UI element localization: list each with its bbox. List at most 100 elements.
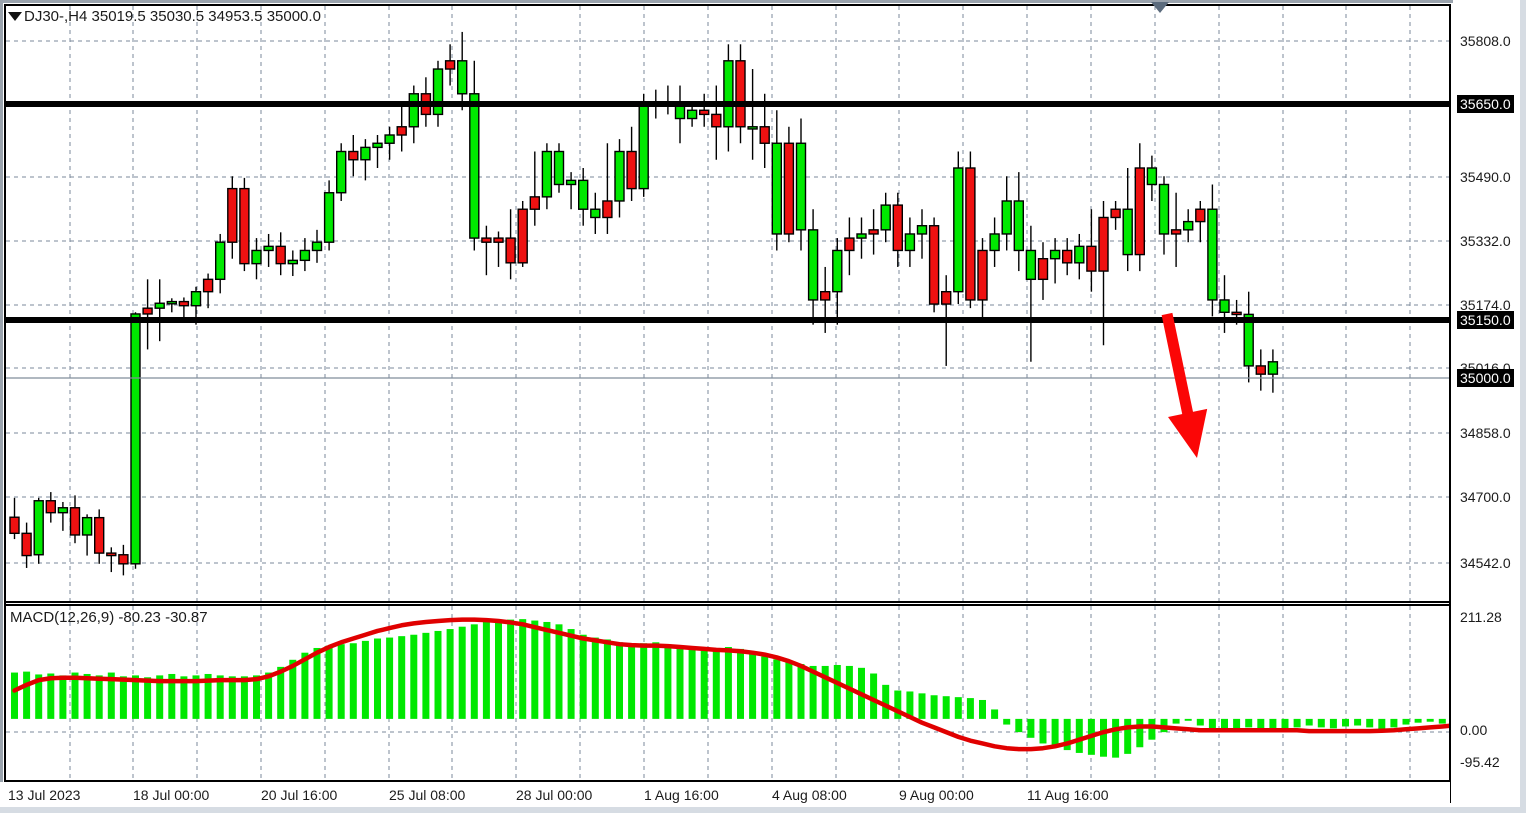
macd-bar (870, 673, 878, 719)
time-axis-tick: 13 Jul 2023 (8, 787, 81, 803)
macd-bar (458, 626, 466, 719)
macd-bar (410, 634, 418, 719)
macd-bar (724, 647, 732, 719)
candle (227, 176, 238, 259)
macd-bar (107, 672, 115, 719)
macd-bar (930, 695, 938, 719)
candle (1110, 200, 1121, 230)
macd-bar (422, 632, 430, 719)
down-trend-arrow (1161, 312, 1208, 458)
candle (1049, 238, 1061, 284)
macd-bar (1414, 718, 1422, 723)
macd-bar (144, 677, 152, 719)
price-scale[interactable]: 35808.0 35650.0 35490.0 35332.0 35174.0 35150… (1453, 0, 1526, 807)
macd-bar (579, 634, 587, 719)
candle (1219, 275, 1230, 333)
candle (953, 151, 964, 305)
price-chart-pane[interactable] (6, 6, 1449, 601)
candle (928, 217, 940, 313)
candle (1074, 233, 1085, 280)
candlestick-canvas (6, 6, 1449, 601)
candle (1158, 176, 1170, 255)
macd-bar (979, 699, 986, 719)
candle (166, 298, 178, 313)
macd-bar (1063, 718, 1071, 751)
macd-bar (1269, 718, 1277, 732)
price-axis-tick: 34858.0 (1460, 425, 1511, 441)
candle (904, 217, 916, 267)
triangle-down-icon[interactable] (8, 12, 22, 21)
macd-bar (35, 674, 43, 719)
candle (1061, 238, 1073, 276)
candle (493, 231, 504, 267)
candle (1122, 167, 1133, 272)
candle (1255, 349, 1267, 391)
macd-bar (1039, 718, 1047, 744)
candle (239, 177, 250, 272)
macd-bar (616, 642, 623, 719)
macd-bar (1136, 718, 1144, 748)
macd-bar (1305, 718, 1313, 726)
candle (360, 139, 371, 181)
macd-bar (1112, 718, 1120, 758)
macd-bar (1208, 718, 1216, 730)
macd-bar (482, 621, 490, 719)
candle (372, 135, 383, 168)
time-axis-tick: 1 Aug 16:00 (644, 787, 719, 803)
macd-bar (289, 659, 297, 719)
candle (541, 143, 553, 210)
right-strip (1520, 0, 1526, 813)
macd-bar (603, 639, 611, 719)
macd-bar (374, 638, 381, 719)
macd-bar (628, 644, 636, 719)
candle (432, 60, 444, 127)
macd-bar (398, 636, 406, 719)
candle (106, 547, 117, 573)
macd-bar (1015, 718, 1023, 733)
macd-bar (386, 637, 394, 719)
candle (396, 102, 407, 152)
candle (287, 250, 298, 277)
candle (1086, 209, 1097, 292)
macd-bar (567, 629, 575, 719)
candle (311, 229, 323, 263)
macd-bar (47, 673, 55, 719)
macd-bar (156, 675, 164, 719)
candle (469, 60, 480, 251)
macd-bar (71, 672, 79, 719)
candle (832, 238, 843, 325)
candle (178, 297, 190, 321)
macd-bar (204, 673, 212, 719)
macd-pane[interactable]: MACD(12,26,9) -80.23 -30.87 (6, 604, 1449, 780)
candle (662, 85, 674, 115)
candle (33, 497, 44, 564)
macd-bar (168, 673, 176, 719)
price-axis-tick: 35174.0 (1460, 297, 1511, 313)
macd-bar (942, 696, 950, 719)
macd-indicator-label: MACD(12,26,9) -80.23 -30.87 (10, 609, 208, 626)
candle (1195, 200, 1206, 243)
macd-bar (1366, 718, 1374, 728)
candle (1025, 225, 1037, 362)
macd-bar (132, 675, 139, 719)
macd-bar (337, 644, 345, 719)
macd-bar (821, 665, 829, 719)
candle (892, 192, 903, 267)
candle (1013, 172, 1024, 272)
macd-bar (277, 666, 285, 719)
candle (578, 167, 589, 226)
price-axis-tick: 35332.0 (1460, 233, 1511, 249)
macd-bar (495, 620, 502, 719)
price-label-badge: 35000.0 (1457, 369, 1514, 387)
candle (93, 509, 105, 564)
macd-bar (712, 647, 720, 719)
level-line-support (6, 317, 1449, 323)
candle (154, 279, 165, 342)
candle (807, 209, 819, 325)
candle (553, 143, 565, 193)
candle (1243, 291, 1254, 383)
macd-bar (700, 650, 708, 719)
candle (45, 492, 56, 523)
macd-bar (1402, 718, 1410, 725)
